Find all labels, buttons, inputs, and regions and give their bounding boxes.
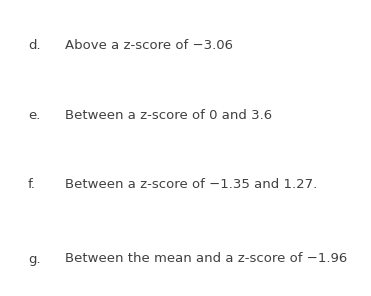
Text: Above a z-score of −3.06: Above a z-score of −3.06	[65, 39, 233, 52]
Text: d.: d.	[28, 39, 40, 52]
Text: Between a z-score of −1.35 and 1.27.: Between a z-score of −1.35 and 1.27.	[65, 178, 317, 192]
Text: g.: g.	[28, 252, 40, 266]
Text: e.: e.	[28, 109, 40, 122]
Text: Between the mean and a z-score of −1.96: Between the mean and a z-score of −1.96	[65, 252, 347, 266]
Text: Between a z-score of 0 and 3.6: Between a z-score of 0 and 3.6	[65, 109, 272, 122]
Text: f.: f.	[28, 178, 36, 192]
